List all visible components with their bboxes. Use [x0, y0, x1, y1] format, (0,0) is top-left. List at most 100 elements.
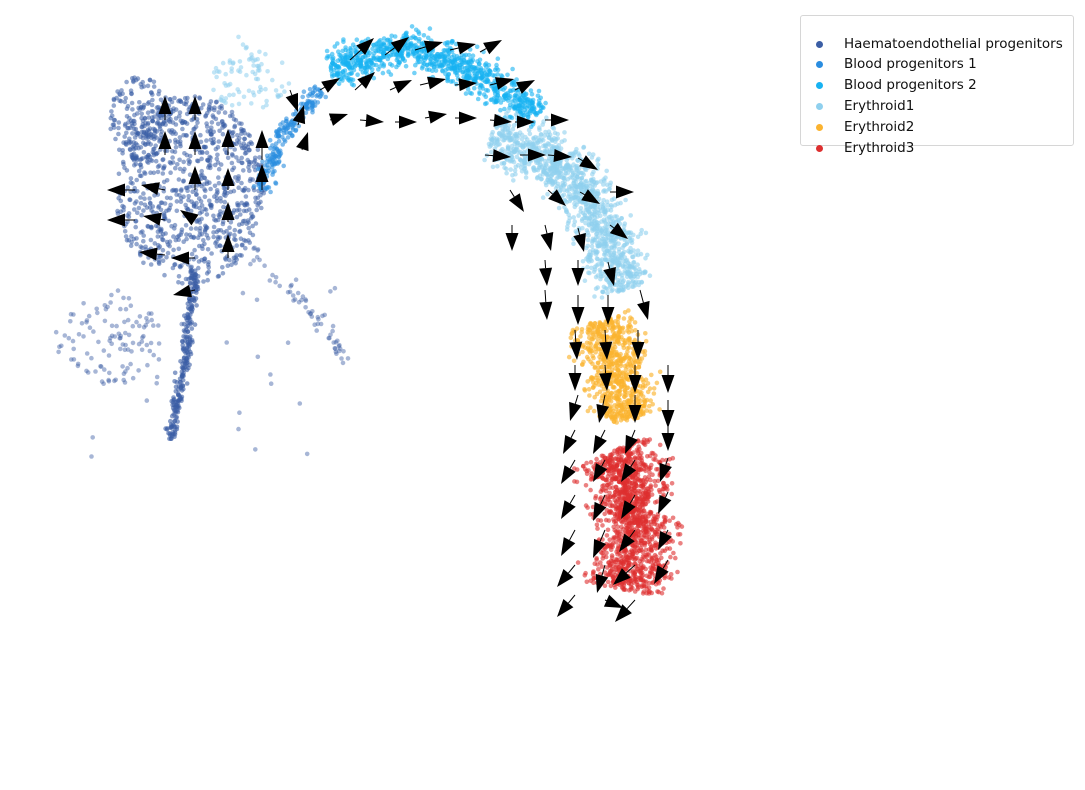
cell-point: [181, 178, 186, 184]
cell-point: [172, 95, 177, 101]
cell-point: [170, 160, 176, 165]
cell-point: [547, 177, 553, 182]
cell-point: [89, 454, 94, 459]
cell-point: [154, 381, 159, 386]
cell-point: [148, 237, 154, 243]
cell-point: [570, 172, 575, 178]
cell-point: [606, 364, 612, 370]
cell-point: [133, 161, 139, 167]
cell-point: [276, 149, 282, 154]
cell-point: [263, 51, 268, 57]
cell-point: [113, 377, 118, 383]
cell-point: [595, 273, 601, 278]
cell-point: [589, 375, 594, 380]
cell-point: [635, 234, 641, 240]
cell-point: [501, 160, 507, 166]
cell-point: [258, 84, 263, 90]
cell-point: [213, 146, 219, 152]
cell-point: [591, 385, 596, 390]
cell-point: [557, 159, 563, 165]
cell-point: [601, 197, 606, 203]
cell-point: [182, 96, 188, 101]
cell-point: [530, 122, 536, 127]
cell-point: [148, 340, 154, 346]
cell-point: [608, 214, 614, 219]
cell-point: [255, 354, 261, 360]
cell-point: [66, 335, 72, 341]
cell-point: [588, 405, 593, 410]
cell-point: [603, 175, 608, 180]
cell-point: [632, 274, 637, 279]
cell-point: [163, 231, 168, 236]
cell-point: [475, 59, 480, 64]
cell-point: [640, 394, 646, 399]
cell-point: [285, 290, 291, 295]
cell-point: [501, 138, 506, 143]
cell-point: [622, 310, 628, 315]
cell-point: [184, 152, 190, 158]
cell-point: [419, 41, 425, 47]
cell-point: [70, 338, 76, 344]
cell-point: [221, 204, 226, 210]
cell-point: [129, 349, 134, 354]
cell-point: [138, 201, 144, 206]
cell-point: [130, 152, 135, 158]
cell-point: [251, 92, 257, 98]
cell-point: [211, 129, 216, 135]
cell-point: [615, 201, 620, 206]
cell-point: [263, 186, 268, 191]
cell-point: [205, 277, 210, 283]
cell-point: [605, 357, 610, 363]
cell-point: [615, 396, 620, 402]
cell-point: [537, 127, 542, 132]
cell-point: [152, 241, 158, 246]
cell-point: [523, 175, 529, 180]
cell-point: [143, 323, 149, 328]
cell-point: [173, 165, 178, 171]
cell-point: [590, 182, 596, 188]
cell-point: [586, 387, 592, 392]
cell-point: [90, 435, 95, 440]
cell-point: [657, 369, 663, 375]
cell-point: [145, 120, 151, 126]
cell-point: [178, 199, 184, 204]
cell-point: [177, 98, 183, 103]
cell-point: [575, 337, 581, 343]
cell-point: [448, 59, 454, 64]
cell-point: [626, 324, 631, 329]
cell-point: [255, 63, 260, 69]
cell-point: [623, 409, 629, 415]
cell-point: [502, 128, 508, 133]
cell-point: [465, 87, 471, 92]
cell-point: [318, 321, 324, 327]
cell-point: [585, 264, 590, 270]
cell-point: [353, 59, 359, 64]
cell-point: [178, 143, 183, 149]
cell-point: [341, 39, 346, 45]
cell-point: [251, 184, 257, 189]
cell-point: [216, 139, 222, 144]
cell-point: [614, 407, 619, 412]
cell-point: [211, 224, 217, 230]
cell-point: [166, 431, 171, 436]
cell-point: [335, 338, 340, 344]
cell-point: [526, 127, 532, 133]
cell-point: [565, 170, 571, 176]
cell-point: [184, 133, 189, 138]
cell-point: [599, 295, 605, 300]
cell-point: [427, 26, 433, 31]
cell-point: [358, 64, 364, 69]
cell-point: [586, 209, 592, 215]
cell-point: [287, 130, 293, 136]
cell-point: [246, 88, 252, 94]
cell-point: [312, 84, 318, 89]
cell-point: [156, 88, 162, 94]
cell-point: [106, 353, 112, 358]
cell-point: [247, 207, 252, 212]
cell-point: [75, 363, 81, 369]
cell-point: [197, 205, 202, 211]
cell-point: [214, 156, 220, 162]
cell-point: [173, 384, 179, 390]
cell-point: [180, 378, 186, 383]
cell-point: [156, 357, 162, 362]
